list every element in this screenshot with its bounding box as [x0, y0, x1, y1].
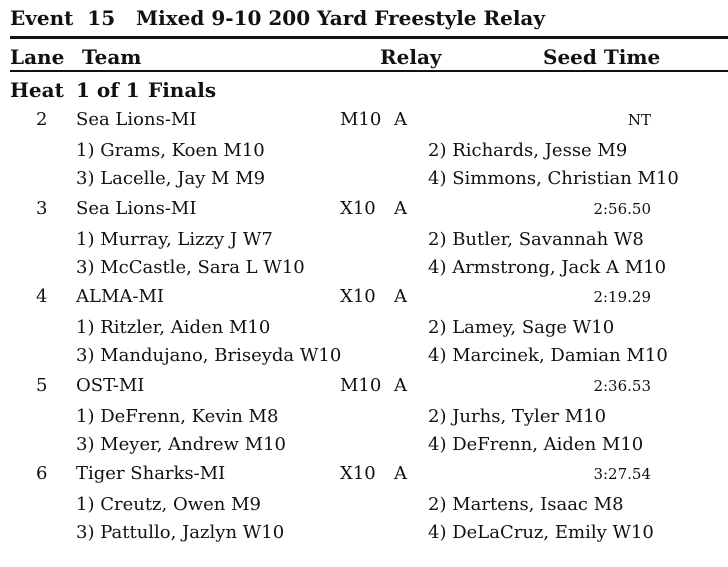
relay-code: M10 [340, 374, 382, 396]
relay-letter: A [394, 374, 407, 396]
relay-code: X10 [340, 286, 376, 307]
seed-time: 2:19.29 [593, 288, 651, 306]
team-name: Tiger Sharks-MI [76, 463, 226, 484]
heat-round: Finals [148, 78, 217, 102]
header-rule [10, 70, 728, 72]
swimmer-1: 1) Murray, Lizzy J W7 [76, 228, 273, 250]
relay-code: X10 [340, 197, 376, 219]
seed-time: 3:27.54 [593, 465, 651, 483]
relay-code: M10 [340, 109, 382, 130]
relay-letter: A [394, 463, 407, 484]
column-header-seed-time: Seed Time [543, 45, 661, 69]
heat-label: Heat [10, 78, 64, 102]
event-title: Event 15 Mixed 9-10 200 Yard Freestyle R… [10, 6, 545, 30]
team-name: OST-MI [76, 374, 145, 396]
team-name: ALMA-MI [76, 286, 165, 307]
swimmer-1: 1) DeFrenn, Kevin M8 [76, 405, 279, 427]
swimmer-4: 4) DeLaCruz, Emily W10 [428, 522, 654, 543]
swimmer-1: 1) Grams, Koen M10 [76, 140, 265, 161]
lane-number: 5 [36, 374, 48, 396]
swimmer-3: 3) Pattullo, Jazlyn W10 [76, 522, 285, 543]
swimmer-2: 2) Jurhs, Tyler M10 [428, 405, 607, 427]
swimmer-4: 4) DeFrenn, Aiden M10 [428, 433, 644, 455]
column-header-team: Team [82, 45, 142, 69]
column-header-lane: Lane [10, 45, 65, 69]
swimmer-3: 3) Lacelle, Jay M M9 [76, 168, 266, 189]
relay-code: X10 [340, 463, 376, 484]
heat-number: 1 of 1 [76, 78, 140, 102]
column-header-relay: Relay [380, 45, 442, 69]
lane-number: 3 [36, 197, 48, 219]
title-rule [10, 36, 728, 39]
swimmer-3: 3) McCastle, Sara L W10 [76, 256, 305, 278]
seed-time: 2:56.50 [593, 199, 651, 218]
relay-letter: A [394, 109, 407, 130]
swimmer-1: 1) Ritzler, Aiden M10 [76, 317, 271, 338]
swimmer-2: 2) Richards, Jesse M9 [428, 140, 628, 161]
swimmer-4: 4) Simmons, Christian M10 [428, 168, 679, 189]
swimmer-2: 2) Martens, Isaac M8 [428, 494, 624, 515]
swimmer-2: 2) Butler, Savannah W8 [428, 228, 644, 250]
swimmer-2: 2) Lamey, Sage W10 [428, 317, 615, 338]
swimmer-4: 4) Armstrong, Jack A M10 [428, 256, 667, 278]
swimmer-3: 3) Meyer, Andrew M10 [76, 433, 287, 455]
lane-number: 6 [36, 463, 48, 484]
team-name: Sea Lions-MI [76, 109, 197, 130]
lane-number: 4 [36, 286, 48, 307]
relay-letter: A [394, 197, 407, 219]
seed-time: NT [627, 111, 651, 129]
relay-letter: A [394, 286, 407, 307]
seed-time: 2:36.53 [593, 376, 651, 395]
swimmer-1: 1) Creutz, Owen M9 [76, 494, 261, 515]
swimmer-4: 4) Marcinek, Damian M10 [428, 345, 668, 366]
lane-number: 2 [36, 109, 48, 130]
team-name: Sea Lions-MI [76, 197, 197, 219]
swimmer-3: 3) Mandujano, Briseyda W10 [76, 345, 342, 366]
